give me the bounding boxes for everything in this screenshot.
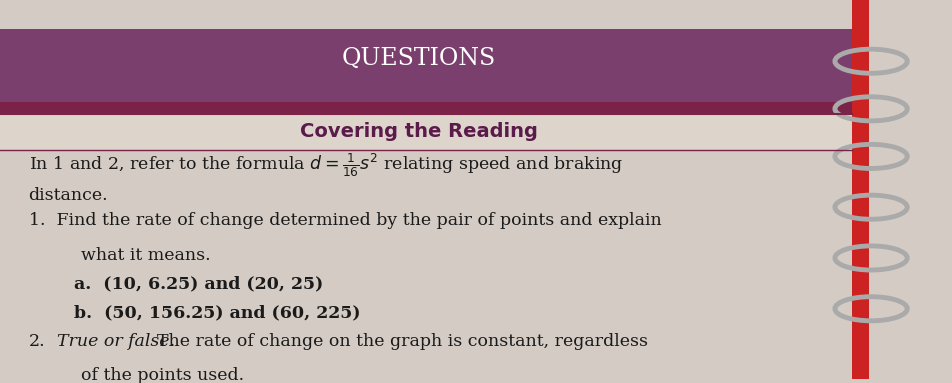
Text: QUESTIONS: QUESTIONS bbox=[342, 47, 496, 70]
Text: a.  (10, 6.25) and (20, 25): a. (10, 6.25) and (20, 25) bbox=[74, 275, 324, 293]
Text: True or false.: True or false. bbox=[57, 332, 175, 350]
Text: In 1 and 2, refer to the formula $d = \frac{1}{16}s^2$ relating speed and brakin: In 1 and 2, refer to the formula $d = \f… bbox=[29, 152, 623, 179]
Text: distance.: distance. bbox=[29, 187, 109, 204]
FancyBboxPatch shape bbox=[0, 103, 852, 114]
Text: what it means.: what it means. bbox=[81, 247, 210, 264]
Text: 2.: 2. bbox=[29, 332, 45, 350]
Text: of the points used.: of the points used. bbox=[81, 367, 244, 383]
Text: b.  (50, 156.25) and (60, 225): b. (50, 156.25) and (60, 225) bbox=[74, 304, 361, 321]
FancyBboxPatch shape bbox=[0, 114, 852, 150]
FancyBboxPatch shape bbox=[852, 0, 869, 378]
Text: 1.  Find the rate of change determined by the pair of points and explain: 1. Find the rate of change determined by… bbox=[29, 212, 662, 229]
Text: Covering the Reading: Covering the Reading bbox=[300, 122, 538, 141]
FancyBboxPatch shape bbox=[0, 29, 852, 103]
Text: The rate of change on the graph is constant, regardless: The rate of change on the graph is const… bbox=[146, 332, 647, 350]
